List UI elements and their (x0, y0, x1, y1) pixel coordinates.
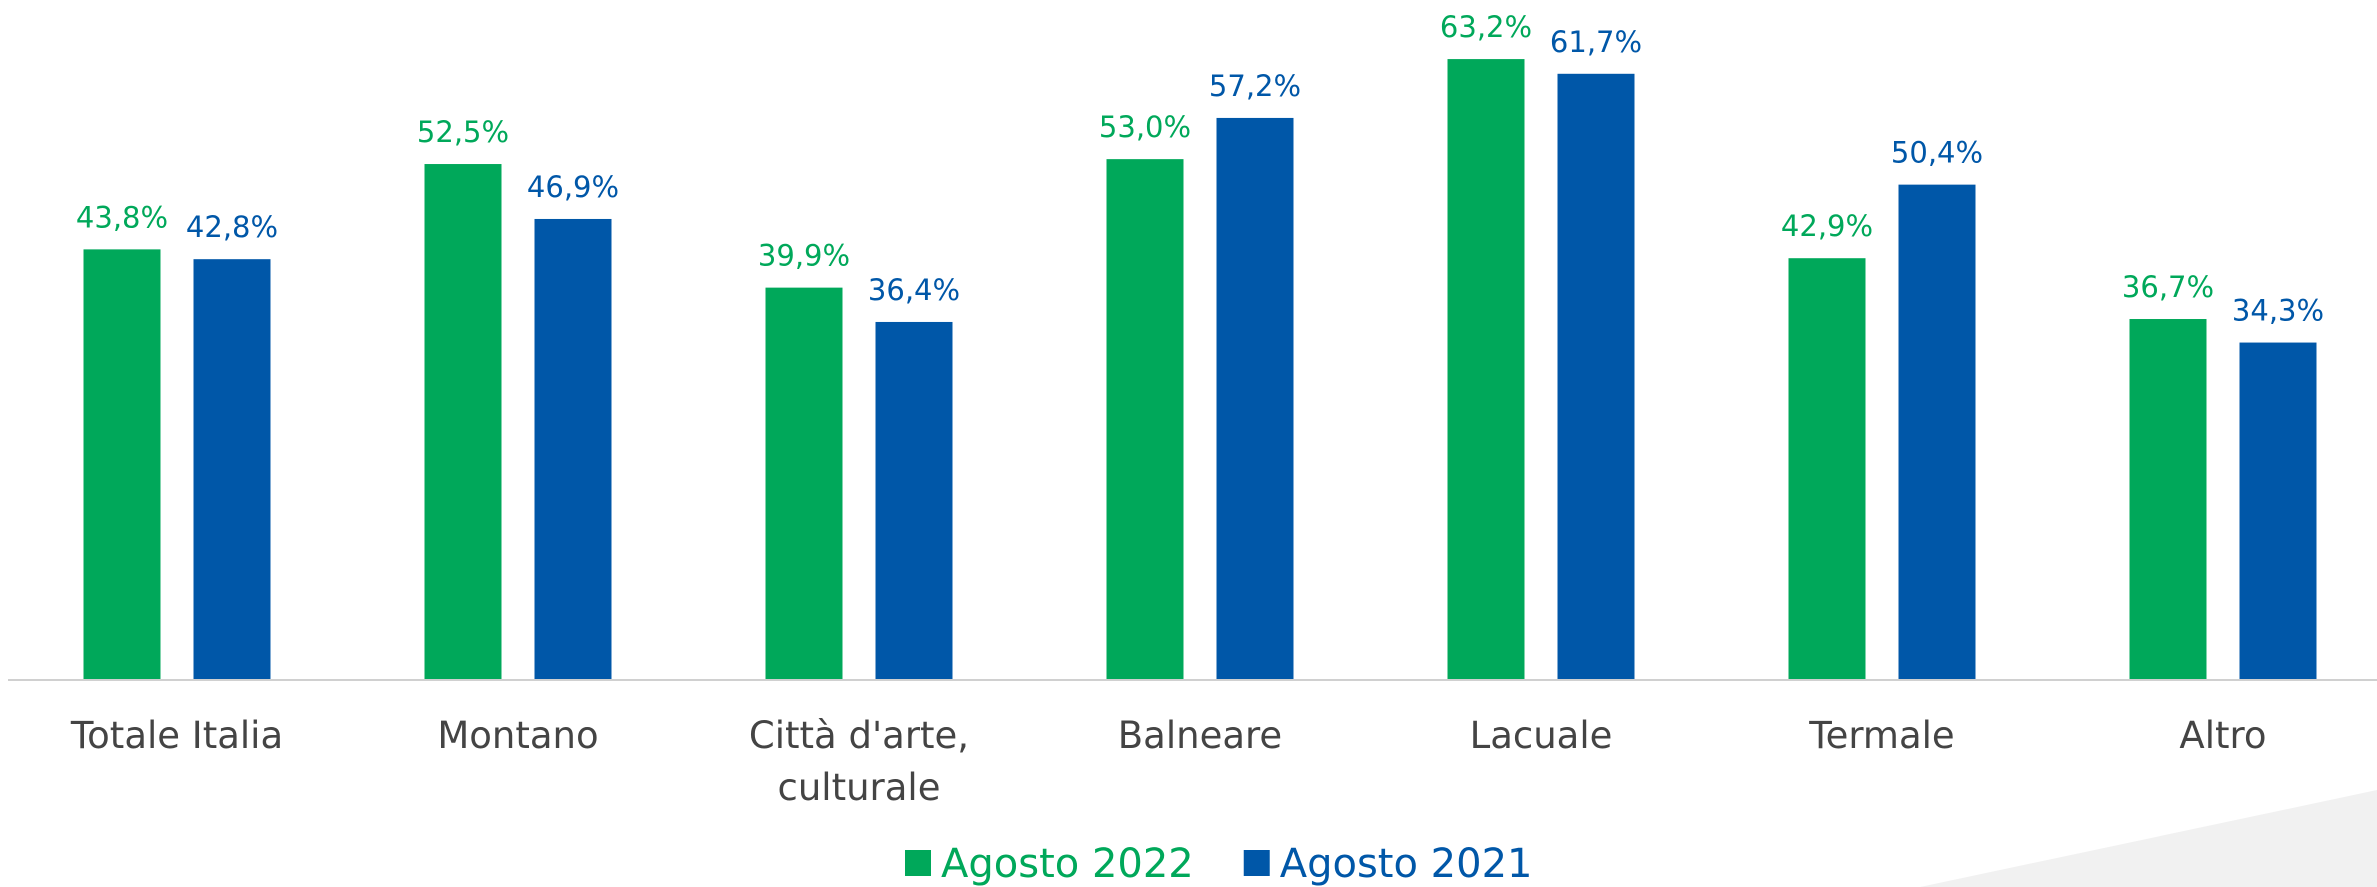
bar (765, 287, 843, 679)
decoration (1920, 790, 2377, 887)
bar (1106, 159, 1184, 680)
legend-swatch (1243, 850, 1270, 876)
value-label: 42,8% (186, 210, 278, 244)
bar (534, 218, 612, 679)
bar (1898, 184, 1976, 679)
value-label: 46,9% (527, 170, 619, 204)
value-label: 43,8% (76, 200, 168, 234)
bar (1447, 59, 1525, 680)
bar (424, 164, 502, 680)
value-label: 36,7% (2122, 270, 2214, 304)
bar (875, 321, 953, 679)
value-label: 39,9% (758, 239, 850, 273)
bar (2239, 342, 2317, 679)
value-label: 53,0% (1099, 110, 1191, 144)
value-label: 61,7% (1550, 25, 1642, 59)
value-label: 34,3% (2232, 294, 2324, 328)
bar (1788, 258, 1866, 679)
bar (2129, 319, 2207, 679)
x-tick-label: Termale (1809, 714, 1955, 757)
value-label: 52,5% (417, 115, 509, 149)
x-tick-label: Totale Italia (70, 714, 284, 757)
x-tick-label: Altro (2179, 714, 2267, 757)
bar (1216, 117, 1294, 679)
value-label: 57,2% (1209, 69, 1301, 103)
bar (83, 249, 161, 679)
legend-swatch (905, 850, 931, 876)
x-tick-label: Balneare (1117, 714, 1283, 757)
bar (1557, 73, 1635, 679)
legend-label: Agosto 2022 (941, 841, 1194, 887)
legend-label: Agosto 2021 (1280, 841, 1533, 887)
x-tick-label: Montano (437, 714, 599, 757)
value-label: 36,4% (868, 273, 960, 307)
value-label: 42,9% (1781, 209, 1873, 243)
x-tick-label: Città d'arte, culturale (748, 714, 970, 809)
bar (193, 259, 271, 679)
value-label: 50,4% (1891, 136, 1983, 170)
value-label: 63,2% (1440, 10, 1532, 44)
x-tick-label: Lacuale (1469, 714, 1613, 757)
